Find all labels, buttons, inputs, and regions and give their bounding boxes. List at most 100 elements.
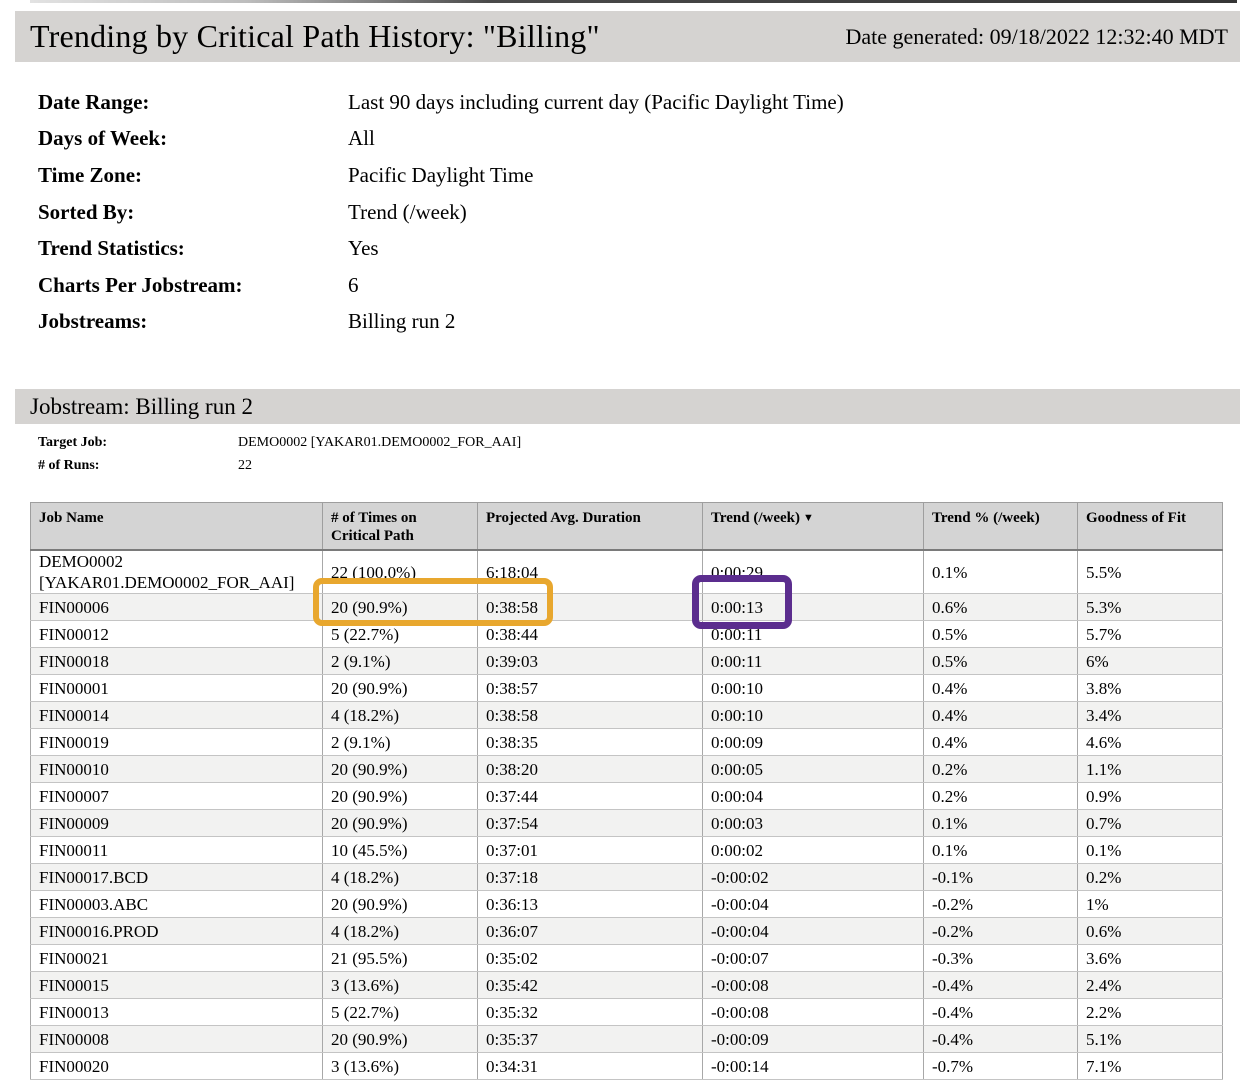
times-on-critical-path-cell: 20 (90.9%) [322,755,478,783]
orange-highlight-box [313,578,553,626]
projected-avg-duration-cell: 0:35:32 [477,998,703,1026]
setting-row-jobstreams: Jobstreams: Billing run 2 [38,304,1138,341]
goodness-of-fit-cell: 7.1% [1077,1052,1223,1080]
trend-pct-cell: -0.2% [923,890,1078,918]
trend-pct-cell: -0.7% [923,1052,1078,1080]
trend-pct-cell: 0.4% [923,728,1078,756]
num-runs-label: # of Runs: [38,457,100,473]
column-header-projected-avg-duration[interactable]: Projected Avg. Duration [477,502,703,551]
jobs-table: Job Name # of Times on Critical Path Pro… [30,502,1223,1080]
trend-per-week-cell: 0:00:04 [702,782,924,810]
column-header-trend-pct-per-week[interactable]: Trend % (/week) [923,502,1078,551]
goodness-of-fit-cell: 6% [1077,647,1223,675]
num-runs-value: 22 [238,457,252,473]
projected-avg-duration-cell: 0:37:44 [477,782,703,810]
trend-per-week-cell: -0:00:09 [702,1025,924,1053]
times-on-critical-path-cell: 22 (100.0%) [322,550,478,594]
trend-per-week-cell: -0:00:14 [702,1052,924,1080]
projected-avg-duration-cell: 0:38:35 [477,728,703,756]
trend-per-week-cell: -0:00:08 [702,998,924,1026]
goodness-of-fit-cell: 1% [1077,890,1223,918]
trend-per-week-cell: -0:00:04 [702,890,924,918]
setting-row-trend-statistics: Trend Statistics: Yes [38,230,1138,267]
target-job-value: DEMO0002 [YAKAR01.DEMO0002_FOR_AAI] [238,434,522,450]
job-name-cell: FIN00019 [30,728,323,756]
table-row: FIN00018 2 (9.1%) 0:39:03 0:00:11 0.5% 6% [30,647,1223,675]
column-header-goodness-of-fit[interactable]: Goodness of Fit [1077,502,1223,551]
setting-row-sorted-by: Sorted By: Trend (/week) [38,194,1138,231]
column-header-trend-per-week[interactable]: Trend (/week) ▼ [702,502,924,551]
table-row: FIN00011 10 (45.5%) 0:37:01 0:00:02 0.1% 0.1% [30,836,1223,864]
job-name-cell: DEMO0002 [YAKAR01.DEMO0002_FOR_AAI] [30,550,323,594]
table-row: FIN00014 4 (18.2%) 0:38:58 0:00:10 0.4% 3.4% [30,701,1223,729]
trend-pct-cell: -0.2% [923,917,1078,945]
times-on-critical-path-cell: 20 (90.9%) [322,1025,478,1053]
goodness-of-fit-cell: 3.4% [1077,701,1223,729]
trend-per-week-cell: 0:00:11 [702,647,924,675]
trend-pct-cell: 0.5% [923,647,1078,675]
top-edge-line [30,0,1237,3]
trend-pct-cell: 0.2% [923,782,1078,810]
projected-avg-duration-cell: 0:35:02 [477,944,703,972]
trend-pct-cell: -0.3% [923,944,1078,972]
times-on-critical-path-cell: 2 (9.1%) [322,647,478,675]
job-name-cell: FIN00007 [30,782,323,810]
trend-statistics-value: Yes [348,236,379,261]
sort-descending-icon: ▼ [803,512,814,524]
trend-per-week-cell: 0:00:13 [702,593,924,621]
job-name-cell: FIN00021 [30,944,323,972]
times-on-critical-path-cell: 3 (13.6%) [322,1052,478,1080]
goodness-of-fit-cell: 2.4% [1077,971,1223,999]
job-name-cell: FIN00020 [30,1052,323,1080]
table-row: FIN00007 20 (90.9%) 0:37:44 0:00:04 0.2% 0.9% [30,782,1223,810]
trend-column-label: Trend (/week) [711,510,801,526]
target-job-label: Target Job: [38,434,108,450]
jobs-table-body: DEMO0002 [YAKAR01.DEMO0002_FOR_AAI] 22 (1… [30,550,1223,1080]
goodness-of-fit-cell: 0.7% [1077,809,1223,837]
table-row: FIN00020 3 (13.6%) 0:34:31 -0:00:14 -0.7% 7.1… [30,1052,1223,1080]
sorted-by-value: Trend (/week) [348,199,467,224]
goodness-of-fit-cell: 0.1% [1077,836,1223,864]
report-title-bar: Trending by Critical Path History: "Bill… [15,11,1240,62]
purple-highlight-box [692,575,792,629]
projected-avg-duration-cell: 0:37:01 [477,836,703,864]
projected-avg-duration-cell: 0:36:13 [477,890,703,918]
trend-pct-cell: 0.1% [923,809,1078,837]
job-name-cell: FIN00011 [30,836,323,864]
trend-per-week-cell: -0:00:08 [702,971,924,999]
setting-row-charts-per-jobstream: Charts Per Jobstream: 6 [38,267,1138,304]
trend-pct-cell: 0.5% [923,620,1078,648]
trend-per-week-cell: 0:00:10 [702,674,924,702]
projected-avg-duration-cell: 0:36:07 [477,917,703,945]
table-row: FIN00010 20 (90.9%) 0:38:20 0:00:05 0.2% 1.1% [30,755,1223,783]
trend-per-week-cell: -0:00:07 [702,944,924,972]
setting-row-time-zone: Time Zone: Pacific Daylight Time [38,157,1138,194]
times-on-critical-path-cell: 4 (18.2%) [322,863,478,891]
date-range-label: Date Range: [38,89,150,114]
projected-avg-duration-cell: 0:38:58 [477,593,703,621]
trend-pct-cell: 0.4% [923,674,1078,702]
job-name-cell: FIN00014 [30,701,323,729]
table-row: FIN00017.BCD 4 (18.2%) 0:37:18 -0:00:02 -0.1… [30,863,1223,891]
column-header-times-on-critical-path[interactable]: # of Times on Critical Path [322,502,478,551]
goodness-of-fit-cell: 2.2% [1077,998,1223,1026]
times-on-critical-path-cell: 20 (90.9%) [322,593,478,621]
projected-avg-duration-cell: 6:18:04 [477,550,703,594]
goodness-of-fit-cell: 5.1% [1077,1025,1223,1053]
trend-pct-cell: -0.4% [923,998,1078,1026]
days-of-week-label: Days of Week: [38,126,168,151]
goodness-of-fit-cell: 1.1% [1077,755,1223,783]
table-row: FIN00003.ABC 20 (90.9%) 0:36:13 -0:00:04 -0.… [30,890,1223,918]
goodness-of-fit-cell: 4.6% [1077,728,1223,756]
column-header-job-name[interactable]: Job Name [30,502,323,551]
goodness-of-fit-cell: 5.7% [1077,620,1223,648]
date-range-value: Last 90 days including current day (Paci… [348,89,844,114]
times-on-critical-path-cell: 20 (90.9%) [322,890,478,918]
table-row: DEMO0002 [YAKAR01.DEMO0002_FOR_AAI] 22 (1… [30,550,1223,594]
job-name-cell: FIN00016.PROD [30,917,323,945]
projected-avg-duration-cell: 0:38:20 [477,755,703,783]
trend-pct-cell: -0.4% [923,1025,1078,1053]
table-row: FIN00012 5 (22.7%) 0:38:44 0:00:11 0.5% 5.7% [30,620,1223,648]
goodness-of-fit-cell: 3.6% [1077,944,1223,972]
trend-per-week-cell: 0:00:03 [702,809,924,837]
